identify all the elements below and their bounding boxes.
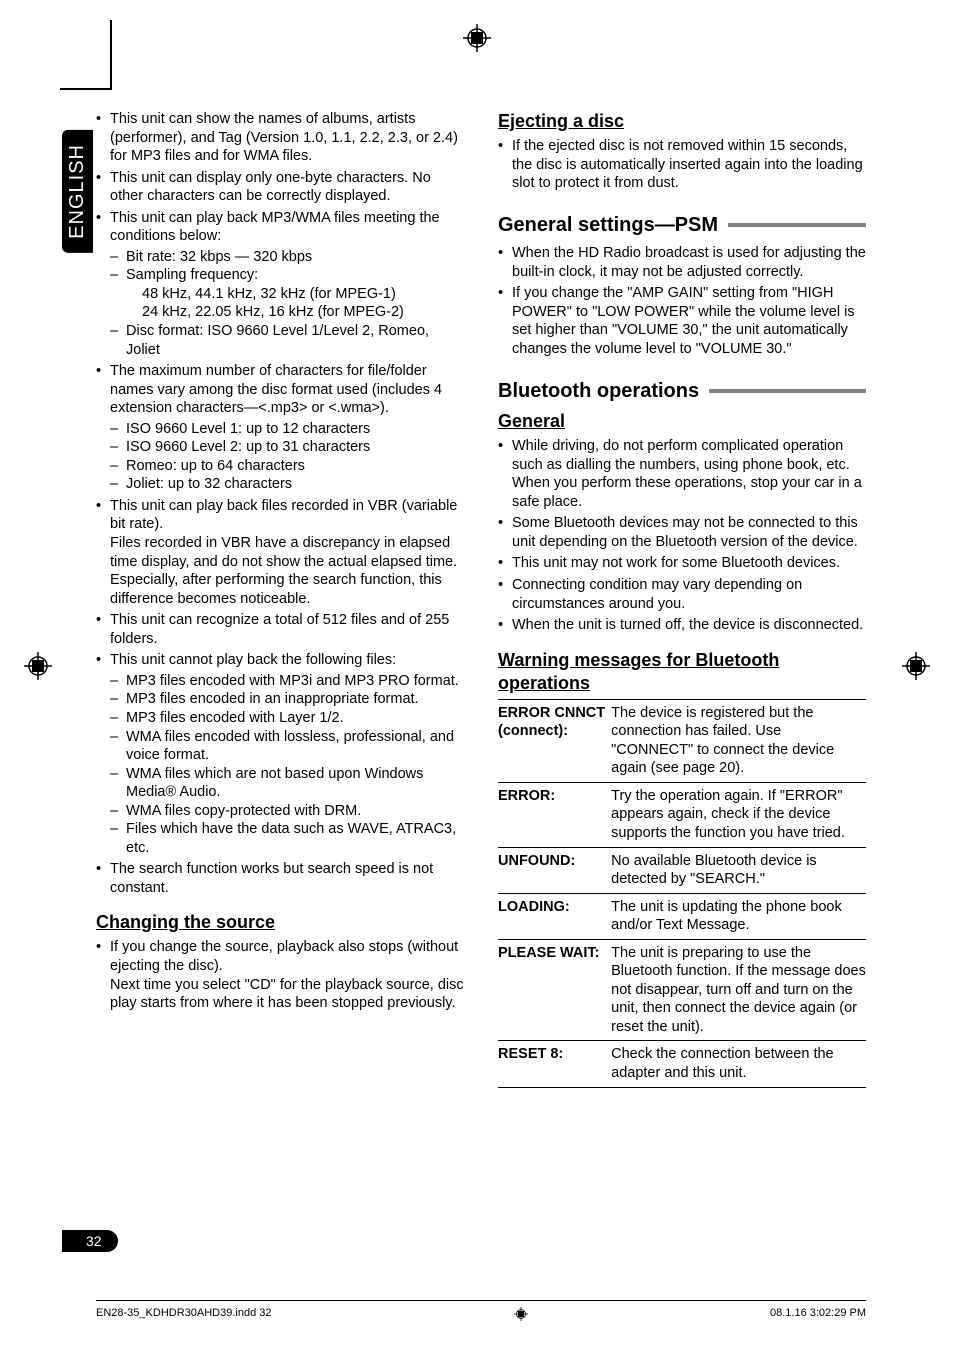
table-row: ERROR:Try the operation again. If "ERROR… xyxy=(498,782,866,847)
list-item: This unit may not work for some Bluetoot… xyxy=(498,554,866,573)
message-value: The device is registered but the connect… xyxy=(611,699,866,782)
list-item: Disc format: ISO 9660 Level 1/Level 2, R… xyxy=(110,322,464,359)
registration-mark-icon xyxy=(463,24,491,52)
section-title: Bluetooth operations xyxy=(498,379,699,405)
list-item: Romeo: up to 64 characters xyxy=(110,457,464,476)
list-item: This unit cannot play back the following… xyxy=(96,651,464,857)
list-item: Bit rate: 32 kbps — 320 kbps xyxy=(110,248,464,267)
bullet-text: The maximum number of characters for fil… xyxy=(110,363,442,416)
indented-line: 48 kHz, 44.1 kHz, 32 kHz (for MPEG-1) xyxy=(126,285,464,304)
list-item: ISO 9660 Level 2: up to 31 characters xyxy=(110,438,464,457)
message-key: LOADING: xyxy=(498,893,611,939)
message-value: The unit is updating the phone book and/… xyxy=(611,893,866,939)
footer-center xyxy=(514,1307,528,1321)
list-item: Joliet: up to 32 characters xyxy=(110,475,464,494)
page-number: 32 xyxy=(62,1230,118,1252)
list-item: MP3 files encoded with MP3i and MP3 PRO … xyxy=(110,672,464,691)
bullet-text: This unit can recognize a total of 512 f… xyxy=(110,612,449,647)
indented-line: 24 kHz, 22.05 kHz, 16 kHz (for MPEG-2) xyxy=(126,303,464,322)
list-item: Files which have the data such as WAVE, … xyxy=(110,820,464,857)
section-title: General settings—PSM xyxy=(498,213,718,239)
list-item: If you change the source, playback also … xyxy=(96,938,464,1012)
bullet-text: The search function works but search spe… xyxy=(110,861,433,896)
registration-mark-icon xyxy=(514,1307,528,1321)
table-row: LOADING:The unit is updating the phone b… xyxy=(498,893,866,939)
list-item: Some Bluetooth devices may not be connec… xyxy=(498,514,866,551)
changing-source-heading: Changing the source xyxy=(96,911,464,934)
list-item: The search function works but search spe… xyxy=(96,860,464,897)
list-item: When the unit is turned off, the device … xyxy=(498,616,866,635)
bluetooth-general-heading: General xyxy=(498,410,866,433)
list-item: This unit can play back MP3/WMA files me… xyxy=(96,209,464,359)
list-item: ISO 9660 Level 1: up to 12 characters xyxy=(110,420,464,439)
list-item: MP3 files encoded with Layer 1/2. xyxy=(110,709,464,728)
bluetooth-warning-heading: Warning messages for Bluetooth operation… xyxy=(498,649,866,695)
message-key: PLEASE WAIT: xyxy=(498,939,611,1041)
message-value: The unit is preparing to use the Bluetoo… xyxy=(611,939,866,1041)
table-row: UNFOUND:No available Bluetooth device is… xyxy=(498,847,866,893)
list-item: The maximum number of characters for fil… xyxy=(96,362,464,494)
table-row: PLEASE WAIT:The unit is preparing to use… xyxy=(498,939,866,1041)
list-item: This unit can play back files recorded i… xyxy=(96,497,464,608)
heading-rule xyxy=(709,389,866,393)
page-content: This unit can show the names of albums, … xyxy=(96,110,866,1088)
bullet-text: This unit can show the names of albums, … xyxy=(110,111,458,164)
list-item: WMA files encoded with lossless, profess… xyxy=(110,728,464,765)
paragraph: Files recorded in VBR have a discrepancy… xyxy=(110,534,464,608)
psm-heading: General settings—PSM xyxy=(498,213,866,239)
language-tab: ENGLISH xyxy=(62,130,93,253)
heading-rule xyxy=(728,223,866,227)
bullet-text: This unit cannot play back the following… xyxy=(110,652,396,668)
list-item: This unit can show the names of albums, … xyxy=(96,110,464,166)
list-item: Sampling frequency:48 kHz, 44.1 kHz, 32 … xyxy=(110,266,464,322)
message-key: ERROR CNNCT(connect): xyxy=(498,699,611,782)
warning-messages-table: ERROR CNNCT(connect):The device is regis… xyxy=(498,699,866,1088)
list-item: If the ejected disc is not removed withi… xyxy=(498,137,866,193)
message-value: No available Bluetooth device is detecte… xyxy=(611,847,866,893)
list-item: WMA files which are not based upon Windo… xyxy=(110,765,464,802)
crop-mark xyxy=(60,88,110,90)
registration-mark-icon xyxy=(24,652,52,680)
list-item: When the HD Radio broadcast is used for … xyxy=(498,244,866,281)
ejecting-heading: Ejecting a disc xyxy=(498,110,866,133)
message-key: UNFOUND: xyxy=(498,847,611,893)
list-item: If you change the "AMP GAIN" setting fro… xyxy=(498,284,866,358)
registration-mark-icon xyxy=(902,652,930,680)
bullet-text: This unit can play back MP3/WMA files me… xyxy=(110,210,440,245)
left-column: This unit can show the names of albums, … xyxy=(96,110,464,1088)
list-item: This unit can display only one-byte char… xyxy=(96,169,464,206)
message-value: Check the connection between the adapter… xyxy=(611,1041,866,1087)
message-value: Try the operation again. If "ERROR" appe… xyxy=(611,782,866,847)
crop-mark xyxy=(110,20,112,90)
list-item: WMA files copy-protected with DRM. xyxy=(110,802,464,821)
table-row: RESET 8:Check the connection between the… xyxy=(498,1041,866,1087)
footer-filename: EN28-35_KDHDR30AHD39.indd 32 xyxy=(96,1307,271,1321)
paragraph: Next time you select "CD" for the playba… xyxy=(110,976,464,1013)
bluetooth-heading: Bluetooth operations xyxy=(498,379,866,405)
bullet-text: If you change the source, playback also … xyxy=(110,939,458,974)
list-item: Connecting condition may vary depending … xyxy=(498,576,866,613)
message-key: RESET 8: xyxy=(498,1041,611,1087)
bullet-text: This unit can display only one-byte char… xyxy=(110,170,431,205)
message-key: ERROR: xyxy=(498,782,611,847)
list-item: While driving, do not perform complicate… xyxy=(498,437,866,511)
list-item: This unit can recognize a total of 512 f… xyxy=(96,611,464,648)
table-row: ERROR CNNCT(connect):The device is regis… xyxy=(498,699,866,782)
list-item: MP3 files encoded in an inappropriate fo… xyxy=(110,690,464,709)
footer-timestamp: 08.1.16 3:02:29 PM xyxy=(770,1307,866,1321)
bullet-text: This unit can play back files recorded i… xyxy=(110,498,457,533)
print-footer: EN28-35_KDHDR30AHD39.indd 32 08.1.16 3:0… xyxy=(96,1300,866,1321)
right-column: Ejecting a disc If the ejected disc is n… xyxy=(498,110,866,1088)
